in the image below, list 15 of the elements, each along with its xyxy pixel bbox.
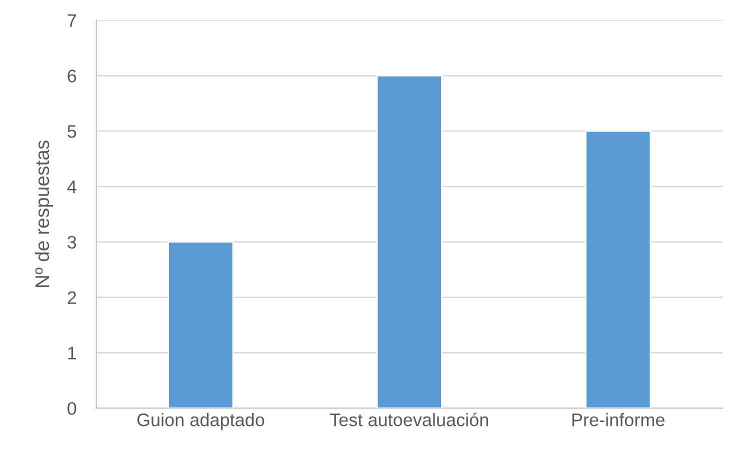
y-tick-label: 1 — [68, 346, 76, 360]
y-tick-label: 6 — [68, 70, 76, 82]
x-tick-label: Test autoevaluación — [330, 412, 488, 426]
y-axis-title: Nº de respuestas — [34, 140, 53, 287]
x-tick-label: Pre-informe — [572, 413, 664, 426]
y-tick-label: 7 — [68, 14, 76, 27]
bar — [585, 130, 652, 408]
y-tick-label: 0 — [68, 402, 76, 415]
y-tick-label: 5 — [68, 125, 76, 138]
y-tick-label: 3 — [68, 236, 76, 249]
bar — [376, 75, 442, 408]
x-tick-label: Guion adaptado — [137, 413, 264, 430]
y-tick-label: 4 — [67, 180, 76, 194]
y-tick-label: 2 — [68, 291, 76, 304]
bar — [168, 241, 234, 408]
